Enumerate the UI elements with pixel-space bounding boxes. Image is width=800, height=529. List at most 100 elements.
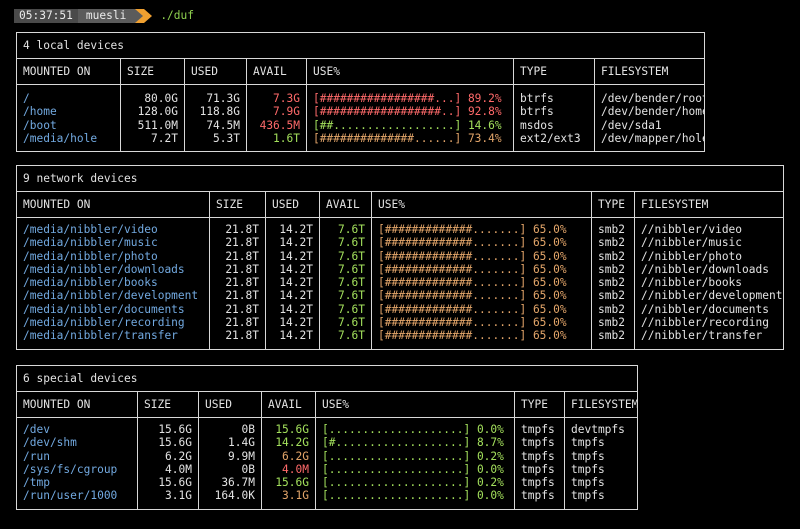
table-row: 21.8T: [216, 236, 259, 249]
table-row: /media/nibbler/downloads: [23, 263, 203, 276]
type-cell: smb2: [598, 249, 625, 263]
table-row: 14.2T: [272, 316, 313, 329]
avail-cell: 7.6T: [338, 276, 365, 290]
table-row: /media/nibbler/video: [23, 223, 203, 236]
table-row: 21.8T: [216, 263, 259, 276]
table-row: [#############.......] 65.0%: [378, 223, 585, 236]
used-cell: 14.2T: [279, 236, 313, 250]
usage-percent: 65.0%: [532, 249, 567, 263]
avail-cell: 3.1G: [282, 489, 309, 503]
table-row: ext2/ext3: [520, 132, 588, 145]
type-cell: smb2: [598, 236, 625, 250]
table-row: [#############.......] 65.0%: [378, 303, 585, 316]
table-row: tmpfs: [521, 423, 558, 436]
table-row: /run/user/1000: [23, 489, 131, 502]
usage-bar: [#################...]: [313, 92, 462, 105]
used-cell: 74.5M: [206, 118, 240, 132]
network-fs-column: //nibbler/video//nibbler/music//nibbler/…: [633, 217, 785, 350]
table-row: //nibbler/downloads: [641, 263, 777, 276]
table-row: //nibbler/photo: [641, 250, 777, 263]
table-row: /dev/mapper/hole: [601, 132, 704, 145]
table-row: 21.8T: [216, 289, 259, 302]
local-size-column: 80.0G 128.0G 511.0M 7.2T: [120, 83, 185, 153]
table-row: 0B: [205, 423, 255, 436]
network-size-column: 21.8T 21.8T 21.8T 21.8T 21.8T 21.8T 21.8T 21.8T…: [209, 217, 266, 350]
table-row: [##..................] 14.6%: [313, 119, 507, 132]
mounted-cell: /media/nibbler/transfer: [23, 329, 178, 343]
table-row: 21.8T: [216, 276, 259, 289]
size-cell: 15.6G: [158, 436, 192, 450]
table-row: //nibbler/video: [641, 223, 777, 236]
table-row: [#############.......] 65.0%: [378, 276, 585, 289]
table-row: 15.6G: [144, 423, 192, 436]
usage-bar: [#############.......]: [378, 236, 527, 250]
table-row: 7.6T: [326, 236, 365, 249]
usage-bar: [....................]: [322, 423, 471, 436]
mounted-cell: /boot: [23, 118, 57, 132]
fs-cell: tmpfs: [571, 462, 605, 476]
mounted-cell: /dev: [23, 423, 50, 436]
table-row: devtmpfs: [571, 423, 631, 436]
type-cell: tmpfs: [521, 449, 555, 463]
usage-percent: 89.2%: [467, 92, 502, 105]
table-row: /media/nibbler/books: [23, 276, 203, 289]
table-row: 7.6T: [326, 329, 365, 342]
table-row: tmpfs: [571, 489, 631, 502]
usage-percent: 92.8%: [467, 105, 502, 119]
avail-cell: 1.6T: [273, 131, 300, 145]
table-row: 7.3G: [253, 92, 300, 105]
table-row: 15.6G: [144, 436, 192, 449]
fs-cell: /dev/bender/root: [601, 92, 705, 105]
avail-cell: 7.3G: [273, 92, 300, 105]
usage-bar: [....................]: [322, 462, 471, 476]
table-row: btrfs: [520, 92, 588, 105]
usage-percent: 14.6%: [467, 118, 502, 132]
type-cell: btrfs: [520, 92, 554, 105]
type-cell: btrfs: [520, 105, 554, 119]
special-devices-table: 6 special devices MOUNTED ON SIZE USED A…: [15, 365, 639, 510]
table-row: tmpfs: [521, 463, 558, 476]
usage-percent: 8.7%: [476, 436, 504, 450]
mounted-cell: /media/nibbler/downloads: [23, 262, 185, 276]
size-cell: 6.2G: [165, 449, 192, 463]
table-row: 7.6T: [326, 303, 365, 316]
col-use-header: USE%: [315, 391, 515, 418]
prompt-time: 05:37:51: [14, 9, 78, 23]
avail-cell: 4.0M: [282, 462, 309, 476]
mounted-cell: /home: [23, 105, 57, 119]
table-row: smb2: [598, 263, 628, 276]
local-mounted-column: //home/boot/media/hole: [16, 83, 121, 153]
table-row: tmpfs: [521, 476, 558, 489]
size-cell: 21.8T: [225, 302, 259, 316]
used-cell: 1.4G: [228, 436, 255, 450]
type-cell: smb2: [598, 276, 625, 290]
table-row: tmpfs: [521, 436, 558, 449]
table-row: /media/nibbler/development: [23, 289, 203, 302]
table-row: 118.8G: [191, 105, 240, 118]
special-caption: 6 special devices: [15, 365, 639, 392]
size-cell: 7.2T: [151, 131, 178, 145]
type-cell: tmpfs: [521, 436, 555, 450]
table-row: [##################..] 92.8%: [313, 105, 507, 118]
table-row: [##############......] 73.4%: [313, 132, 507, 145]
table-row: smb2: [598, 276, 628, 289]
usage-percent: 65.0%: [532, 302, 567, 316]
avail-cell: 14.2G: [275, 436, 309, 450]
used-cell: 14.2T: [279, 276, 313, 290]
fs-cell: //nibbler/recording: [641, 316, 769, 330]
table-row: smb2: [598, 236, 628, 249]
usage-bar: [#...................]: [322, 436, 471, 450]
table-row: 6.2G: [268, 450, 309, 463]
table-row: 15.6G: [268, 423, 309, 436]
size-cell: 21.8T: [225, 262, 259, 276]
table-row: //nibbler/documents: [641, 303, 777, 316]
table-row: /media/nibbler/documents: [23, 303, 203, 316]
mounted-cell: /media/nibbler/development: [23, 289, 199, 303]
col-type-header: TYPE: [513, 58, 595, 85]
col-mounted-header: MOUNTED ON: [16, 391, 138, 418]
table-row: /media/nibbler/photo: [23, 250, 203, 263]
usage-bar: [....................]: [322, 476, 471, 490]
used-cell: 0B: [241, 423, 255, 436]
table-row: /dev/bender/home: [601, 105, 704, 118]
usage-percent: 65.0%: [532, 289, 567, 303]
